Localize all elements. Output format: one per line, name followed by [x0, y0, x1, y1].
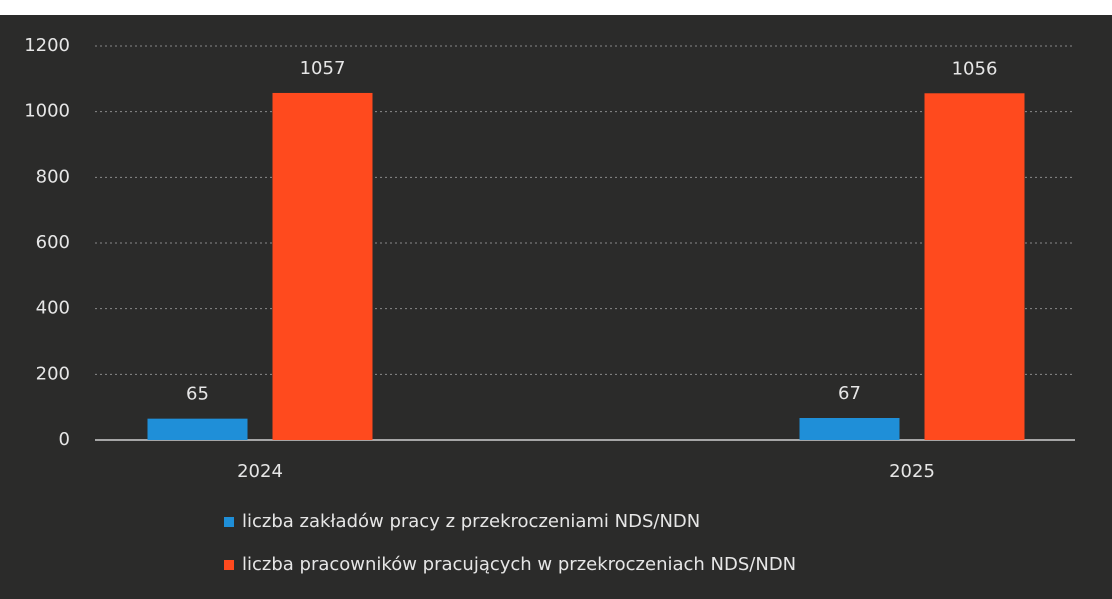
bar	[272, 92, 373, 441]
bar	[799, 418, 900, 440]
bar	[924, 93, 1025, 440]
y-tick-label: 800	[36, 166, 70, 187]
legend-label: liczba pracowników pracujących w przekro…	[242, 554, 796, 575]
legend-label: liczba zakładów pracy z przekroczeniami …	[242, 511, 700, 532]
y-tick-label: 0	[59, 429, 70, 450]
bar	[147, 418, 248, 440]
scan-margin	[0, 0, 1112, 15]
x-tick-label: 2025	[889, 461, 935, 482]
legend-marker	[224, 560, 234, 570]
y-tick-label: 200	[36, 363, 70, 384]
y-tick-label: 600	[36, 232, 70, 253]
legend-marker	[224, 517, 234, 527]
data-label: 65	[186, 384, 209, 405]
data-label: 67	[838, 383, 861, 404]
data-label: 1056	[952, 58, 998, 79]
y-tick-label: 1200	[24, 35, 70, 56]
y-tick-label: 400	[36, 298, 70, 319]
data-label: 1057	[300, 58, 346, 79]
x-tick-label: 2024	[237, 461, 283, 482]
y-tick-label: 1000	[24, 101, 70, 122]
